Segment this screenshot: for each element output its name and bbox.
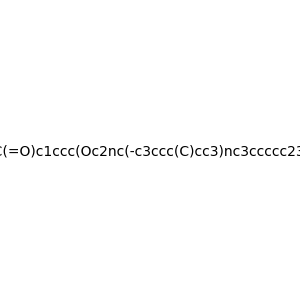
Text: COC(=O)c1ccc(Oc2nc(-c3ccc(C)cc3)nc3ccccc23)cc1: COC(=O)c1ccc(Oc2nc(-c3ccc(C)cc3)nc3ccccc… xyxy=(0,145,300,158)
